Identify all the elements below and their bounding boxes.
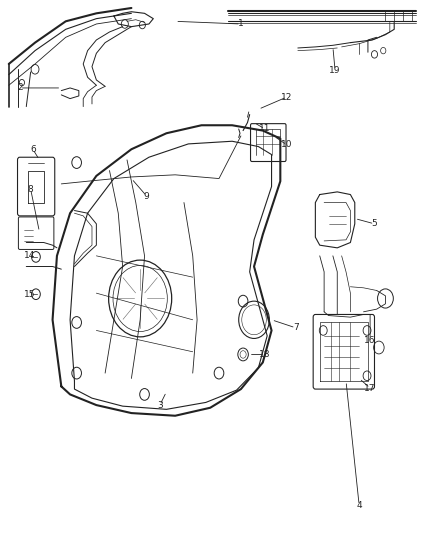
Text: 4: 4 <box>357 501 362 510</box>
Text: 17: 17 <box>364 384 376 392</box>
Text: 10: 10 <box>281 141 293 149</box>
Text: 16: 16 <box>364 336 376 344</box>
Text: 14: 14 <box>24 252 35 260</box>
Text: 12: 12 <box>281 93 293 101</box>
Text: 7: 7 <box>293 324 299 332</box>
Text: 5: 5 <box>371 220 378 228</box>
Text: 2: 2 <box>17 84 22 92</box>
Text: 1: 1 <box>238 20 244 28</box>
Text: 15: 15 <box>24 290 35 298</box>
Text: 11: 11 <box>259 125 271 133</box>
Text: 8: 8 <box>28 185 34 193</box>
Text: 3: 3 <box>157 401 163 409</box>
Text: 9: 9 <box>144 192 150 200</box>
Text: 19: 19 <box>329 66 341 75</box>
Text: 18: 18 <box>259 350 271 359</box>
Text: 6: 6 <box>30 145 36 154</box>
